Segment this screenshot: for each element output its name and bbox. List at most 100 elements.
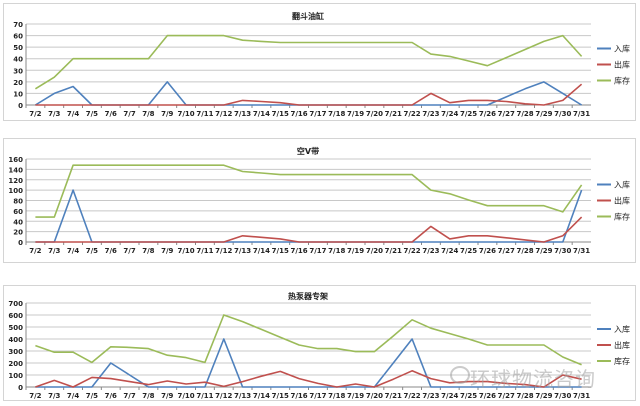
chart-title: 空V带 (297, 146, 319, 156)
x-tick-label: 7/6 (105, 392, 117, 400)
y-tick-label: 50 (13, 44, 23, 52)
watermark-icon (450, 366, 470, 384)
x-tick-label: 7/31 (573, 392, 590, 400)
x-tick-label: 7/29 (535, 247, 552, 255)
x-tick-label: 7/12 (215, 392, 232, 400)
x-tick-label: 7/27 (498, 392, 515, 400)
x-tick-label: 7/30 (554, 247, 571, 255)
x-tick-label: 7/9 (161, 392, 173, 400)
chart-title: 翻斗油缸 (292, 11, 324, 21)
x-tick-label: 7/9 (161, 247, 173, 255)
legend-label: 出库 (614, 340, 630, 350)
x-tick-label: 7/16 (290, 110, 307, 118)
x-tick-label: 7/6 (105, 247, 117, 255)
x-tick-label: 7/29 (535, 110, 552, 118)
x-tick-label: 7/20 (366, 110, 383, 118)
chart-panel-3: 热泵器专架 0 100 200 300 400 500 600 700 7/2 7/3 7/4 7/5 7… (3, 285, 636, 401)
x-tick-label: 7/22 (403, 392, 420, 400)
x-tick-label: 7/25 (460, 392, 477, 400)
legend-label: 库存 (614, 76, 630, 86)
x-tick-label: 7/30 (554, 110, 571, 118)
x-tick-label: 7/18 (328, 247, 345, 255)
y-tick-label: 80 (13, 198, 23, 206)
series-line-stock (35, 314, 582, 366)
series-line-out (35, 83, 583, 106)
x-tick-label: 7/14 (253, 392, 270, 400)
x-tick-label: 7/17 (309, 247, 326, 255)
x-tick-label: 7/17 (309, 392, 326, 400)
x-tick-label: 7/31 (573, 247, 590, 255)
x-tick-label: 7/25 (460, 110, 477, 118)
chart-title: 热泵器专架 (288, 291, 328, 301)
x-tick-label: 7/24 (441, 247, 458, 255)
x-tick-label: 7/11 (196, 247, 213, 255)
x-tick-label: 7/26 (479, 392, 496, 400)
x-tick-label: 7/8 (142, 247, 154, 255)
y-tick-label: 600 (8, 312, 23, 320)
x-tick-label: 7/21 (385, 392, 402, 400)
chart-2: 空V带 0 20 40 60 80 100 120 140 160 7/2 7/3 7/4 7/5 7/6 7… (8, 146, 630, 255)
x-tick-label: 7/31 (573, 110, 590, 118)
x-tick-label: 7/20 (366, 247, 383, 255)
legend-label: 入库 (614, 44, 630, 54)
y-tick-label: 160 (8, 156, 23, 164)
y-tick-label: 40 (13, 56, 23, 64)
y-tick-label: 400 (8, 336, 23, 344)
x-tick-label: 7/12 (215, 247, 232, 255)
legend-label: 出库 (614, 196, 630, 206)
x-tick-label: 7/10 (177, 110, 194, 118)
x-tick-label: 7/7 (123, 247, 135, 255)
x-tick-label: 7/8 (142, 110, 154, 118)
x-tick-label: 7/15 (272, 247, 289, 255)
x-tick-label: 7/14 (253, 110, 270, 118)
x-tick-label: 7/3 (48, 392, 60, 400)
legend-label: 库存 (614, 212, 630, 222)
y-tick-label: 300 (8, 348, 23, 356)
y-tick-label: 0 (18, 384, 23, 392)
series-line-out (35, 216, 583, 243)
y-tick-label: 30 (13, 67, 23, 75)
series-line-stock (35, 164, 583, 218)
y-tick-label: 10 (13, 90, 23, 98)
x-tick-label: 7/26 (479, 247, 496, 255)
y-tick-label: 20 (13, 229, 23, 237)
x-tick-label: 7/26 (479, 110, 496, 118)
x-tick-label: 7/6 (105, 110, 117, 118)
chart-1: 翻斗油缸 0 10 20 30 40 50 60 70 7/2 7/3 7/4 7/5 7/6 7/7 7/8… (13, 11, 630, 118)
x-tick-label: 7/4 (67, 110, 79, 118)
x-tick-label: 7/24 (441, 110, 458, 118)
chart-3: 热泵器专架 0 100 200 300 400 500 600 700 7/2 7/3 7/4 7/5 7… (8, 291, 630, 400)
y-tick-label: 0 (18, 102, 23, 110)
y-tick-label: 0 (18, 239, 23, 247)
x-tick-label: 7/21 (385, 247, 402, 255)
x-tick-label: 7/18 (328, 392, 345, 400)
x-tick-label: 7/15 (272, 392, 289, 400)
x-tick-label: 7/10 (177, 247, 194, 255)
legend-label: 入库 (614, 324, 630, 334)
series-line-out (35, 370, 582, 388)
x-tick-label: 7/20 (366, 392, 383, 400)
x-tick-label: 7/2 (29, 110, 41, 118)
x-tick-label: 7/21 (385, 110, 402, 118)
x-tick-label: 7/7 (123, 392, 135, 400)
y-tick-label: 700 (8, 300, 23, 308)
x-tick-label: 7/10 (177, 392, 194, 400)
legend-label: 出库 (614, 60, 630, 70)
x-tick-label: 7/23 (422, 247, 439, 255)
x-tick-label: 7/7 (123, 110, 135, 118)
y-tick-label: 120 (8, 177, 23, 185)
x-tick-label: 7/28 (516, 392, 533, 400)
x-tick-label: 7/15 (272, 110, 289, 118)
x-tick-label: 7/3 (48, 110, 60, 118)
x-tick-label: 7/8 (142, 392, 154, 400)
x-tick-label: 7/19 (347, 392, 364, 400)
x-tick-label: 7/5 (86, 110, 98, 118)
x-tick-label: 7/24 (441, 392, 458, 400)
chart-panel-2: 空V带 0 20 40 60 80 100 120 140 160 7/2 7/3 7/4 7/5 7/6 7… (3, 138, 636, 263)
x-tick-label: 7/13 (234, 247, 251, 255)
x-tick-label: 7/23 (422, 392, 439, 400)
x-tick-label: 7/12 (215, 110, 232, 118)
x-tick-label: 7/23 (422, 110, 439, 118)
x-tick-label: 7/3 (48, 247, 60, 255)
y-tick-label: 500 (8, 324, 23, 332)
